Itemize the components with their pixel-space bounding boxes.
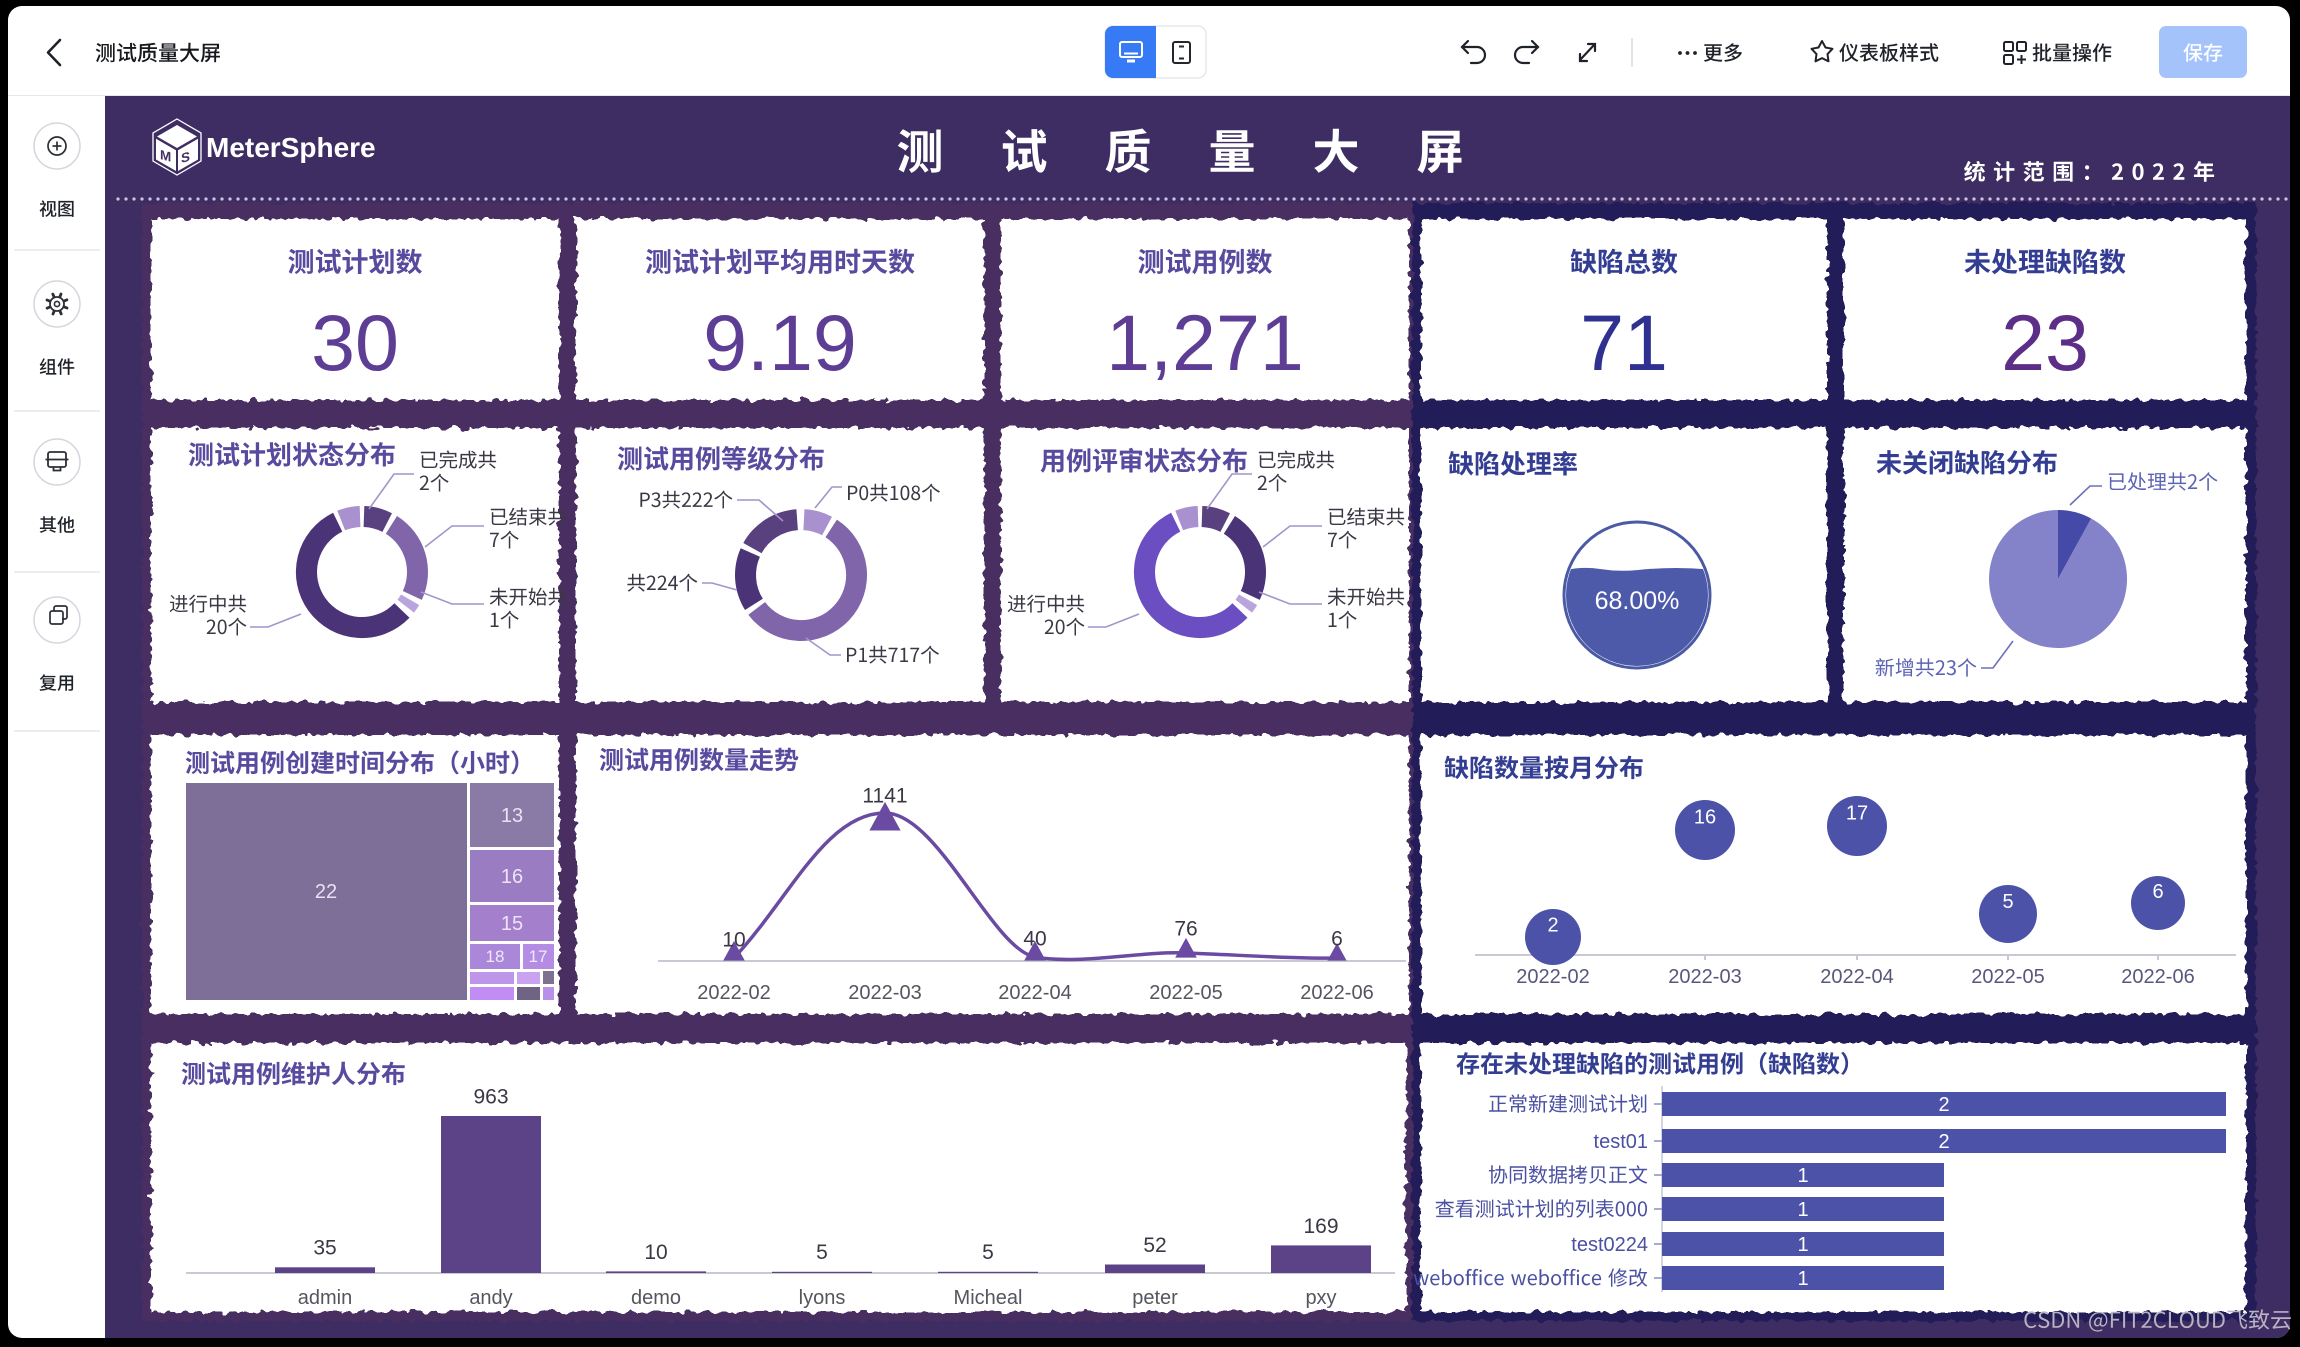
svg-text:test01: test01	[1594, 1131, 1648, 1153]
svg-text:test0224: test0224	[1571, 1234, 1648, 1256]
svg-text:2: 2	[1938, 1131, 1949, 1153]
svg-text:pxy: pxy	[1305, 1287, 1336, 1309]
svg-text:2: 2	[1547, 914, 1558, 936]
svg-text:MeterSphere: MeterSphere	[206, 132, 376, 163]
svg-text:22: 22	[315, 881, 337, 903]
svg-text:35: 35	[313, 1237, 336, 1260]
svg-text:2022-03: 2022-03	[1668, 966, 1741, 988]
svg-text:30: 30	[311, 298, 399, 387]
svg-text:M: M	[160, 147, 171, 165]
svg-text:peter: peter	[1132, 1287, 1178, 1309]
svg-text:2022-05: 2022-05	[1971, 966, 2044, 988]
svg-text:52: 52	[1143, 1234, 1166, 1257]
svg-text:68.00%: 68.00%	[1595, 587, 1680, 615]
svg-text:23: 23	[2001, 298, 2089, 387]
svg-text:2022-04: 2022-04	[998, 982, 1071, 1004]
svg-text:17: 17	[1846, 803, 1868, 825]
svg-text:13: 13	[501, 805, 523, 827]
svg-text:963: 963	[473, 1085, 508, 1108]
svg-text:10: 10	[722, 928, 745, 951]
svg-text:169: 169	[1303, 1215, 1338, 1238]
svg-text:18: 18	[486, 947, 505, 966]
svg-text:2022-05: 2022-05	[1149, 982, 1222, 1004]
svg-text:5: 5	[982, 1241, 994, 1264]
svg-text:5: 5	[816, 1241, 828, 1264]
svg-text:2022-06: 2022-06	[2121, 966, 2194, 988]
svg-text:1: 1	[1797, 1268, 1808, 1290]
svg-text:1,271: 1,271	[1106, 298, 1304, 387]
svg-text:2: 2	[1938, 1094, 1949, 1116]
svg-text:lyons: lyons	[799, 1287, 846, 1309]
svg-text:2022-03: 2022-03	[848, 982, 921, 1004]
svg-text:andy: andy	[469, 1287, 512, 1309]
svg-text:40: 40	[1023, 927, 1046, 950]
svg-text:1: 1	[1797, 1165, 1808, 1187]
svg-text:17: 17	[529, 947, 548, 966]
svg-text:2022-02: 2022-02	[1516, 966, 1589, 988]
svg-text:16: 16	[1694, 807, 1716, 829]
svg-text:9.19: 9.19	[703, 298, 857, 387]
svg-text:15: 15	[501, 913, 523, 935]
svg-text:demo: demo	[631, 1287, 681, 1309]
svg-text:admin: admin	[298, 1287, 352, 1309]
svg-text:1: 1	[1797, 1199, 1808, 1221]
svg-text:2022-06: 2022-06	[1300, 982, 1373, 1004]
svg-text:71: 71	[1580, 298, 1668, 387]
svg-text:16: 16	[501, 866, 523, 888]
svg-text:5: 5	[2002, 891, 2013, 913]
svg-text:2022-04: 2022-04	[1820, 966, 1893, 988]
svg-text:1: 1	[1797, 1234, 1808, 1256]
svg-text:6: 6	[1331, 927, 1343, 950]
svg-text:Micheal: Micheal	[954, 1287, 1023, 1309]
svg-text:10: 10	[644, 1241, 667, 1264]
svg-text:2022-02: 2022-02	[697, 982, 770, 1004]
svg-text:S: S	[181, 149, 190, 166]
svg-text:1141: 1141	[862, 784, 907, 807]
svg-text:6: 6	[2152, 881, 2163, 903]
svg-text:76: 76	[1174, 917, 1197, 940]
